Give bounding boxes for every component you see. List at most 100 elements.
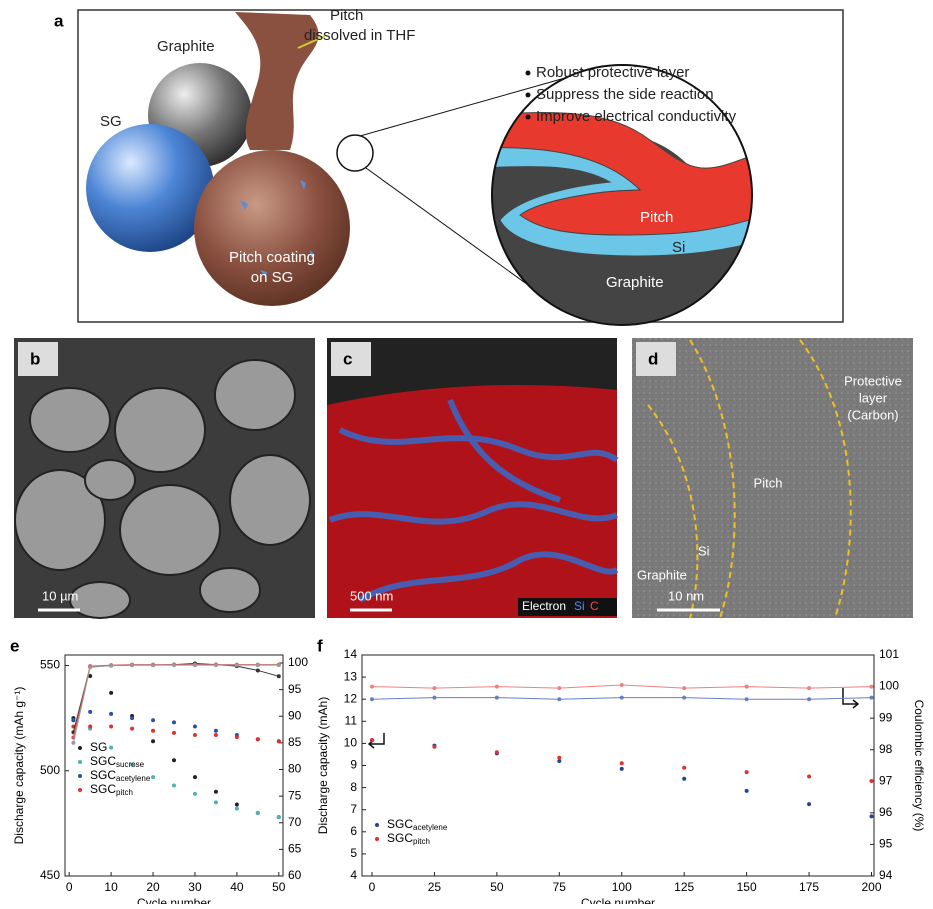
panel-c: c 500 nm Electron Si C bbox=[327, 338, 619, 618]
data-point bbox=[557, 686, 562, 691]
y-tick-label: 13 bbox=[344, 669, 358, 683]
y2-tick-label: 94 bbox=[879, 868, 893, 882]
data-point bbox=[172, 758, 176, 763]
y-tick-label: 8 bbox=[350, 780, 357, 794]
legend-marker bbox=[78, 774, 82, 778]
data-point bbox=[682, 776, 687, 781]
data-point bbox=[192, 732, 197, 737]
x-tick-label: 20 bbox=[146, 880, 160, 894]
legend-subscript: pitch bbox=[413, 837, 430, 846]
data-point bbox=[744, 770, 749, 775]
boundary bbox=[689, 339, 736, 619]
data-point bbox=[432, 744, 437, 749]
y-tick-label: 11 bbox=[345, 713, 358, 727]
y-tick-label: 450 bbox=[40, 868, 60, 882]
data-point bbox=[869, 684, 874, 689]
data-point bbox=[151, 739, 156, 744]
data-point bbox=[744, 788, 749, 793]
bullet-text: Robust protective layer bbox=[536, 64, 689, 81]
data-point bbox=[130, 716, 135, 721]
zoom-circle bbox=[491, 64, 753, 326]
legend-label: SGCpitch bbox=[90, 782, 133, 797]
y-tick-label: 550 bbox=[40, 658, 60, 672]
label-box bbox=[636, 342, 676, 376]
panel-label: a bbox=[54, 11, 64, 30]
x-axis-title: Cycle number bbox=[581, 896, 655, 904]
x-tick-label: 150 bbox=[737, 880, 757, 894]
x-tick-label: 0 bbox=[66, 880, 73, 894]
data-point bbox=[234, 802, 239, 807]
label: Protective bbox=[844, 373, 902, 388]
data-point bbox=[619, 761, 624, 766]
data-point bbox=[807, 802, 812, 807]
x-tick-label: 25 bbox=[428, 880, 442, 894]
legend-label: SGCsucrose bbox=[90, 754, 145, 769]
legend-marker bbox=[375, 823, 379, 827]
panel-a: a Graphite SG Pitch dissolved in THF Pit… bbox=[54, 7, 844, 326]
x-tick-label: 30 bbox=[188, 880, 202, 894]
panel-label: d bbox=[648, 349, 658, 368]
data-point bbox=[234, 735, 239, 740]
label: (Carbon) bbox=[847, 407, 898, 422]
x-tick-label: 75 bbox=[553, 880, 567, 894]
label: Si bbox=[672, 239, 685, 256]
y2-tick-label: 70 bbox=[288, 815, 302, 829]
label: Graphite bbox=[637, 567, 687, 582]
panel-label: e bbox=[10, 636, 19, 655]
y2-tick-label: 100 bbox=[879, 679, 899, 693]
label-box bbox=[331, 342, 371, 376]
data-point bbox=[109, 711, 114, 716]
data-point bbox=[682, 765, 687, 770]
particles bbox=[14, 359, 311, 619]
legend-text: Electron bbox=[522, 599, 566, 613]
data-point bbox=[369, 738, 374, 743]
data-point bbox=[557, 755, 562, 760]
label: dissolved in THF bbox=[304, 27, 415, 44]
data-point bbox=[807, 774, 812, 779]
data-point bbox=[130, 762, 135, 767]
boundary bbox=[647, 404, 699, 619]
label-box bbox=[18, 342, 58, 376]
data-point bbox=[172, 720, 176, 725]
data-point bbox=[213, 789, 218, 794]
label: Graphite bbox=[157, 38, 215, 55]
data-point bbox=[744, 684, 749, 689]
y-tick-label: 9 bbox=[350, 758, 357, 772]
coated-sphere bbox=[194, 150, 350, 306]
x-tick-label: 50 bbox=[490, 880, 504, 894]
data-point bbox=[682, 695, 687, 700]
axis-arrow bbox=[842, 688, 860, 709]
data-point bbox=[213, 732, 218, 737]
bullet bbox=[525, 70, 531, 76]
scale-text: 500 nm bbox=[350, 588, 393, 603]
legend-label: SGCpitch bbox=[387, 831, 430, 846]
label: Pitch bbox=[640, 209, 673, 226]
tem-image bbox=[632, 338, 913, 618]
data-point bbox=[869, 695, 874, 700]
y-tick-label: 4 bbox=[350, 868, 357, 882]
y2-tick-label: 75 bbox=[288, 788, 302, 802]
data-point bbox=[172, 730, 176, 735]
data-point bbox=[213, 800, 218, 805]
y2-tick-label: 98 bbox=[879, 742, 893, 756]
data-point bbox=[432, 695, 437, 700]
data-point bbox=[130, 726, 135, 731]
legend-text: Si bbox=[574, 599, 585, 613]
y2-tick-label: 80 bbox=[288, 762, 302, 776]
data-point bbox=[494, 695, 499, 700]
si-streaks bbox=[328, 398, 619, 603]
y-tick-label: 12 bbox=[344, 691, 358, 705]
data-point bbox=[619, 766, 624, 771]
panel-d: d Protective layer (Carbon) Pitch Si Gra… bbox=[632, 338, 913, 619]
data-point bbox=[71, 718, 76, 723]
data-point bbox=[869, 778, 874, 783]
data-point bbox=[109, 745, 114, 750]
y-tick-label: 6 bbox=[350, 824, 357, 838]
data-point bbox=[619, 682, 624, 687]
data-point bbox=[151, 775, 156, 780]
scale-text: 10 nm bbox=[668, 588, 704, 603]
y-tick-label: 14 bbox=[344, 647, 358, 661]
data-point bbox=[234, 806, 239, 811]
data-point bbox=[276, 739, 281, 744]
data-point bbox=[172, 663, 176, 668]
